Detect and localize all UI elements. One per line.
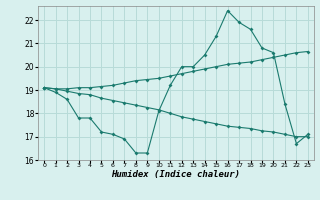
X-axis label: Humidex (Indice chaleur): Humidex (Indice chaleur) <box>111 170 241 179</box>
